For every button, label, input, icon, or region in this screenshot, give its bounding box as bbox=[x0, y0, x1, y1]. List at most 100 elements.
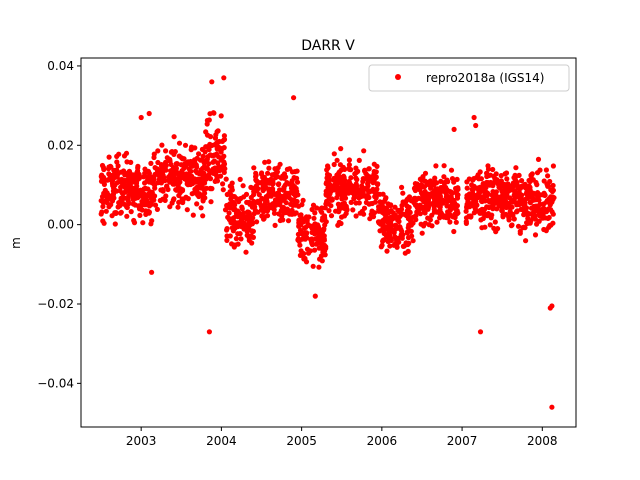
data-point bbox=[249, 228, 255, 235]
data-point bbox=[112, 221, 118, 227]
data-point bbox=[226, 210, 232, 216]
data-point bbox=[346, 157, 352, 163]
data-point bbox=[482, 224, 488, 230]
data-point bbox=[427, 217, 433, 223]
data-point bbox=[449, 191, 455, 197]
data-point bbox=[246, 235, 252, 241]
data-point bbox=[455, 186, 461, 192]
data-point bbox=[178, 162, 184, 168]
data-point bbox=[534, 182, 540, 188]
data-point bbox=[511, 216, 517, 222]
data-point bbox=[528, 218, 534, 224]
data-point bbox=[235, 231, 241, 237]
data-point bbox=[445, 179, 451, 185]
data-point bbox=[409, 233, 415, 239]
data-point bbox=[313, 227, 319, 233]
data-point bbox=[321, 227, 327, 233]
data-point bbox=[497, 185, 503, 191]
data-point bbox=[419, 196, 425, 202]
data-point bbox=[484, 190, 491, 196]
data-point bbox=[342, 195, 349, 201]
data-point bbox=[383, 233, 389, 239]
data-point bbox=[286, 208, 292, 214]
data-point bbox=[549, 303, 555, 309]
data-point bbox=[372, 199, 378, 205]
data-point bbox=[384, 248, 390, 254]
data-point bbox=[200, 213, 206, 219]
data-point bbox=[468, 214, 474, 220]
data-point bbox=[247, 216, 253, 222]
chart-title: DARR V bbox=[301, 38, 355, 54]
data-point bbox=[316, 264, 322, 270]
data-point bbox=[251, 165, 257, 171]
data-point bbox=[137, 187, 144, 193]
data-point bbox=[353, 191, 359, 197]
data-point bbox=[241, 226, 247, 232]
data-point bbox=[479, 194, 486, 200]
data-point bbox=[374, 163, 380, 169]
data-point bbox=[231, 226, 237, 232]
data-point bbox=[305, 221, 311, 227]
data-point bbox=[238, 236, 244, 242]
data-point bbox=[331, 151, 337, 157]
data-point bbox=[388, 214, 394, 220]
data-point bbox=[295, 231, 301, 237]
data-point bbox=[332, 187, 338, 193]
data-point bbox=[209, 79, 215, 85]
data-point bbox=[232, 202, 238, 208]
data-point bbox=[321, 247, 327, 253]
data-point bbox=[313, 236, 319, 242]
y-tick-label: 0.00 bbox=[47, 218, 74, 232]
data-point bbox=[339, 201, 345, 207]
data-point bbox=[123, 150, 130, 156]
data-point bbox=[234, 209, 240, 215]
x-tick-label: 2004 bbox=[206, 434, 237, 448]
data-point bbox=[210, 170, 216, 176]
data-point bbox=[532, 232, 539, 238]
data-point bbox=[418, 177, 425, 183]
data-point bbox=[145, 168, 151, 174]
data-point bbox=[324, 192, 330, 198]
data-point bbox=[487, 222, 493, 228]
data-point bbox=[221, 169, 227, 175]
data-point bbox=[389, 227, 395, 233]
data-point bbox=[182, 142, 189, 148]
data-point bbox=[395, 216, 401, 222]
data-point bbox=[477, 169, 483, 175]
data-point bbox=[196, 151, 202, 157]
data-point bbox=[101, 166, 107, 173]
data-point bbox=[473, 198, 479, 205]
data-point bbox=[379, 242, 385, 248]
data-point bbox=[435, 197, 442, 203]
data-point bbox=[130, 172, 136, 178]
data-point bbox=[245, 209, 251, 215]
data-point bbox=[479, 198, 485, 204]
data-point bbox=[269, 172, 275, 178]
data-point bbox=[235, 241, 241, 247]
data-point bbox=[494, 194, 500, 200]
data-point bbox=[118, 209, 124, 215]
data-point bbox=[325, 185, 331, 191]
data-point bbox=[314, 205, 320, 211]
data-point bbox=[528, 172, 534, 178]
data-point bbox=[318, 253, 324, 259]
data-point bbox=[289, 187, 296, 193]
data-point bbox=[256, 199, 262, 205]
data-point bbox=[198, 205, 204, 211]
data-point bbox=[346, 178, 352, 185]
data-point bbox=[503, 204, 509, 211]
data-point bbox=[154, 206, 160, 212]
data-point bbox=[106, 164, 112, 170]
data-point bbox=[437, 191, 443, 197]
data-point bbox=[428, 191, 434, 197]
data-point bbox=[213, 132, 219, 138]
data-point bbox=[363, 199, 369, 206]
data-point bbox=[302, 236, 308, 242]
data-point bbox=[150, 177, 156, 184]
data-point bbox=[353, 213, 359, 219]
data-point bbox=[202, 149, 208, 155]
data-point bbox=[179, 196, 185, 202]
data-point bbox=[406, 240, 412, 246]
data-point bbox=[453, 219, 459, 225]
data-point bbox=[303, 231, 309, 237]
